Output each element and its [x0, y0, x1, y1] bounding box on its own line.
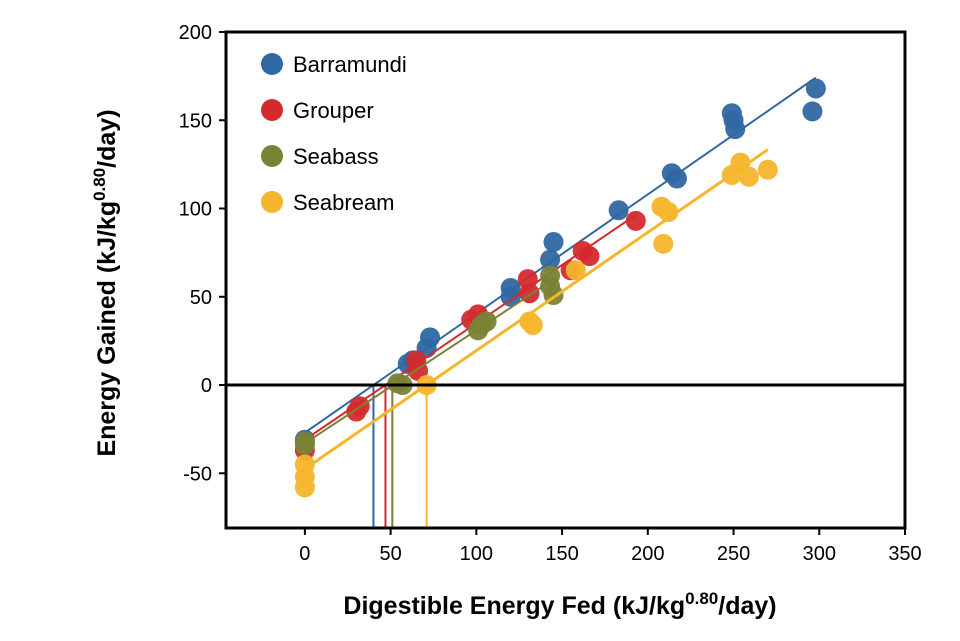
legend-label-seabass: Seabass — [293, 144, 379, 169]
y-tick-label: 100 — [179, 199, 212, 221]
data-point — [625, 210, 646, 231]
fit-line — [304, 278, 555, 445]
legend-marker-grouper — [261, 99, 283, 121]
x-tick-label: 300 — [803, 543, 836, 565]
data-point — [738, 166, 759, 187]
y-tick-label: -50 — [183, 463, 212, 485]
series-seabass — [294, 265, 564, 456]
x-tick-label: 50 — [379, 543, 401, 565]
data-point — [294, 477, 315, 498]
legend-label-grouper: Grouper — [293, 98, 374, 123]
data-point — [802, 101, 823, 122]
x-tick-label: 350 — [888, 543, 921, 565]
data-point — [608, 200, 629, 221]
legend-marker-seabream — [261, 191, 283, 213]
y-tick-label: 0 — [201, 375, 212, 397]
data-point — [805, 78, 826, 99]
data-point — [543, 232, 564, 253]
data-point — [653, 233, 674, 254]
legend-marker-seabass — [261, 145, 283, 167]
y-tick-label: 50 — [190, 287, 212, 309]
data-point — [725, 119, 746, 140]
data-point — [666, 168, 687, 189]
legend-label-seabream: Seabream — [293, 190, 395, 215]
y-tick-label: 150 — [179, 110, 212, 132]
data-point — [579, 246, 600, 267]
fit-line — [304, 76, 817, 434]
data-point — [420, 327, 441, 348]
axes: 0 50 100 150 200 250 300 350 -50 0 50 100 150 200 — [179, 22, 922, 565]
plot-marks — [294, 76, 826, 528]
y-axis-label: Energy Gained (kJ/kg0.80/day) — [90, 109, 121, 456]
data-point — [565, 260, 586, 281]
legend-marker-barramundi — [261, 53, 283, 75]
data-point — [757, 159, 778, 180]
data-point — [522, 315, 543, 336]
y-tick-label: 200 — [179, 22, 212, 44]
x-tick-label: 0 — [299, 543, 310, 565]
x-tick-label: 250 — [717, 543, 750, 565]
legend: Barramundi Grouper Seabass Seabream — [261, 52, 407, 215]
x-tick-label: 100 — [460, 543, 493, 565]
legend-label-barramundi: Barramundi — [293, 52, 407, 77]
x-axis-label: Digestible Energy Fed (kJ/kg0.80/day) — [343, 589, 776, 620]
series-seabream — [294, 148, 778, 498]
data-point — [658, 202, 679, 223]
fit-line — [304, 148, 769, 471]
plot-frame — [224, 30, 907, 530]
x-tick-label: 150 — [545, 543, 578, 565]
x-tick-label: 200 — [631, 543, 664, 565]
